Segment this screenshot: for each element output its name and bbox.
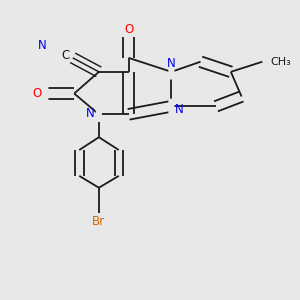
Text: CH₃: CH₃ xyxy=(271,57,291,67)
Text: N: N xyxy=(86,107,95,120)
Text: O: O xyxy=(124,23,133,36)
Text: N: N xyxy=(38,39,47,52)
Text: C: C xyxy=(61,49,69,62)
Text: N: N xyxy=(167,57,176,70)
Text: O: O xyxy=(32,87,42,100)
Text: Br: Br xyxy=(92,215,105,228)
Text: N: N xyxy=(175,103,184,116)
